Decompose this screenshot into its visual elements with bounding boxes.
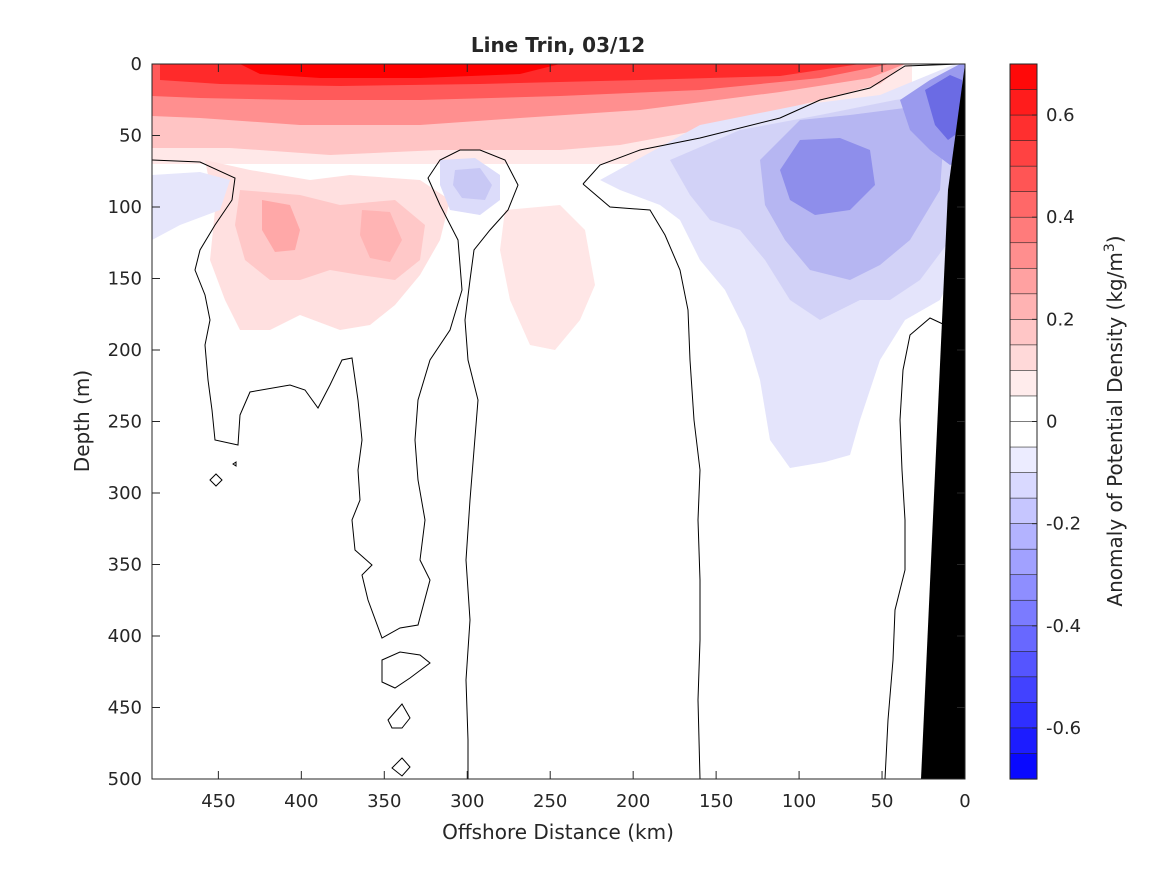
colorbar-block	[1009, 63, 1038, 91]
zero-contour-west	[152, 149, 519, 779]
colorbar-block	[1009, 625, 1038, 652]
x-tick-label: 350	[367, 791, 401, 812]
colorbar-block	[1009, 191, 1038, 218]
colorbar-block	[1009, 114, 1038, 142]
colorbar-block	[1009, 676, 1038, 703]
zero-contour-center-down	[582, 183, 701, 779]
y-axis-label: Depth (m)	[70, 370, 94, 472]
zero-contour-blob-b	[387, 703, 411, 729]
colorbar-block	[1009, 497, 1038, 525]
colorbar-tick-label: -0.4	[1046, 616, 1081, 637]
zero-contour-blob-a	[381, 651, 431, 689]
y-tick-label: 400	[108, 626, 142, 647]
y-axis: 0 50 100 150 200 250 300 350 400 450 500	[108, 54, 965, 790]
y-tick-label: 350	[108, 555, 142, 576]
light-core-surface-inner	[925, 75, 962, 140]
light-patch-west	[152, 172, 230, 240]
colorbar-tick-label: 0.6	[1046, 105, 1075, 126]
y-tick-label: 100	[108, 197, 142, 218]
y-tick-label: 450	[108, 698, 142, 719]
colorbar-block	[1009, 89, 1038, 116]
colorbar-tick-label: 0	[1046, 412, 1057, 433]
x-axis: 450 400 350 300 250 200 150 100 50 0	[201, 64, 971, 812]
colorbar-block	[1009, 216, 1038, 244]
colorbar-block	[1009, 651, 1038, 678]
x-tick-label: 300	[450, 791, 484, 812]
colorbar-block	[1009, 370, 1038, 397]
colorbar-blocks	[1009, 63, 1038, 780]
colorbar-tick-label: -0.6	[1046, 718, 1081, 739]
colorbar-block	[1009, 344, 1038, 372]
colorbar-block	[1009, 574, 1038, 601]
colorbar-tick-label: -0.2	[1046, 514, 1081, 535]
density-field	[152, 64, 965, 779]
colorbar-block	[1009, 319, 1038, 346]
y-tick-label: 250	[108, 412, 142, 433]
light-core-nearshore	[780, 138, 875, 215]
zero-contour-east	[884, 317, 946, 779]
x-tick-label: 400	[284, 791, 318, 812]
x-tick-label: 450	[201, 791, 235, 812]
y-tick-label: 0	[131, 54, 142, 75]
colorbar-label-main: Anomaly of Potential Density (kg/m	[1103, 252, 1127, 606]
x-tick-label: 150	[699, 791, 733, 812]
surface-layer-core	[240, 64, 560, 78]
dense-lobe-west-core-b	[360, 210, 402, 262]
x-tick-label: 250	[533, 791, 567, 812]
bathymetry-mask	[921, 64, 965, 779]
y-tick-label: 50	[119, 126, 142, 147]
x-tick-label: 200	[616, 791, 650, 812]
chart-title: Line Trin, 03/12	[471, 33, 645, 57]
colorbar-block	[1009, 267, 1038, 295]
zero-contour-blob-c	[391, 757, 411, 777]
colorbar-block	[1009, 395, 1038, 423]
colorbar-block	[1009, 548, 1038, 576]
light-patch-small-core	[453, 168, 492, 200]
y-tick-label: 300	[108, 483, 142, 504]
colorbar-block	[1009, 702, 1038, 729]
colorbar-block	[1009, 753, 1038, 780]
y-tick-label: 500	[108, 769, 142, 790]
colorbar: 0.6 0.4 0.2 0 -0.2 -0.4 -0.6 Anomaly of Potent…	[1009, 63, 1127, 780]
colorbar-block	[1009, 727, 1038, 755]
colorbar-block	[1009, 446, 1038, 474]
colorbar-block	[1009, 140, 1038, 167]
dense-lobe-west-core-a	[262, 200, 300, 252]
dense-lobe-east	[500, 205, 595, 350]
colorbar-block	[1009, 242, 1038, 269]
zero-contour-blob-e	[232, 461, 237, 467]
colorbar-block	[1009, 421, 1038, 448]
y-tick-label: 150	[108, 269, 142, 290]
colorbar-label-sup: 3	[1102, 243, 1118, 252]
zero-contour-center	[582, 64, 961, 185]
colorbar-tick-label: 0.4	[1046, 207, 1075, 228]
colorbar-block	[1009, 165, 1038, 193]
x-axis-label: Offshore Distance (km)	[442, 820, 674, 844]
y-tick-label: 200	[108, 340, 142, 361]
x-tick-label: 100	[782, 791, 816, 812]
colorbar-ticks: 0.6 0.4 0.2 0 -0.2 -0.4 -0.6	[1032, 105, 1081, 739]
colorbar-label: Anomaly of Potential Density (kg/m3)	[1102, 235, 1127, 606]
zero-contour-blob-d	[209, 473, 223, 487]
colorbar-block	[1009, 523, 1038, 550]
colorbar-block	[1009, 472, 1038, 499]
colorbar-tick-label: 0.2	[1046, 309, 1075, 330]
colorbar-block	[1009, 599, 1038, 627]
zero-contours	[152, 64, 961, 779]
colorbar-label-close: )	[1103, 235, 1127, 243]
x-tick-label: 0	[959, 791, 970, 812]
colorbar-block	[1009, 293, 1038, 320]
x-tick-label: 50	[871, 791, 894, 812]
